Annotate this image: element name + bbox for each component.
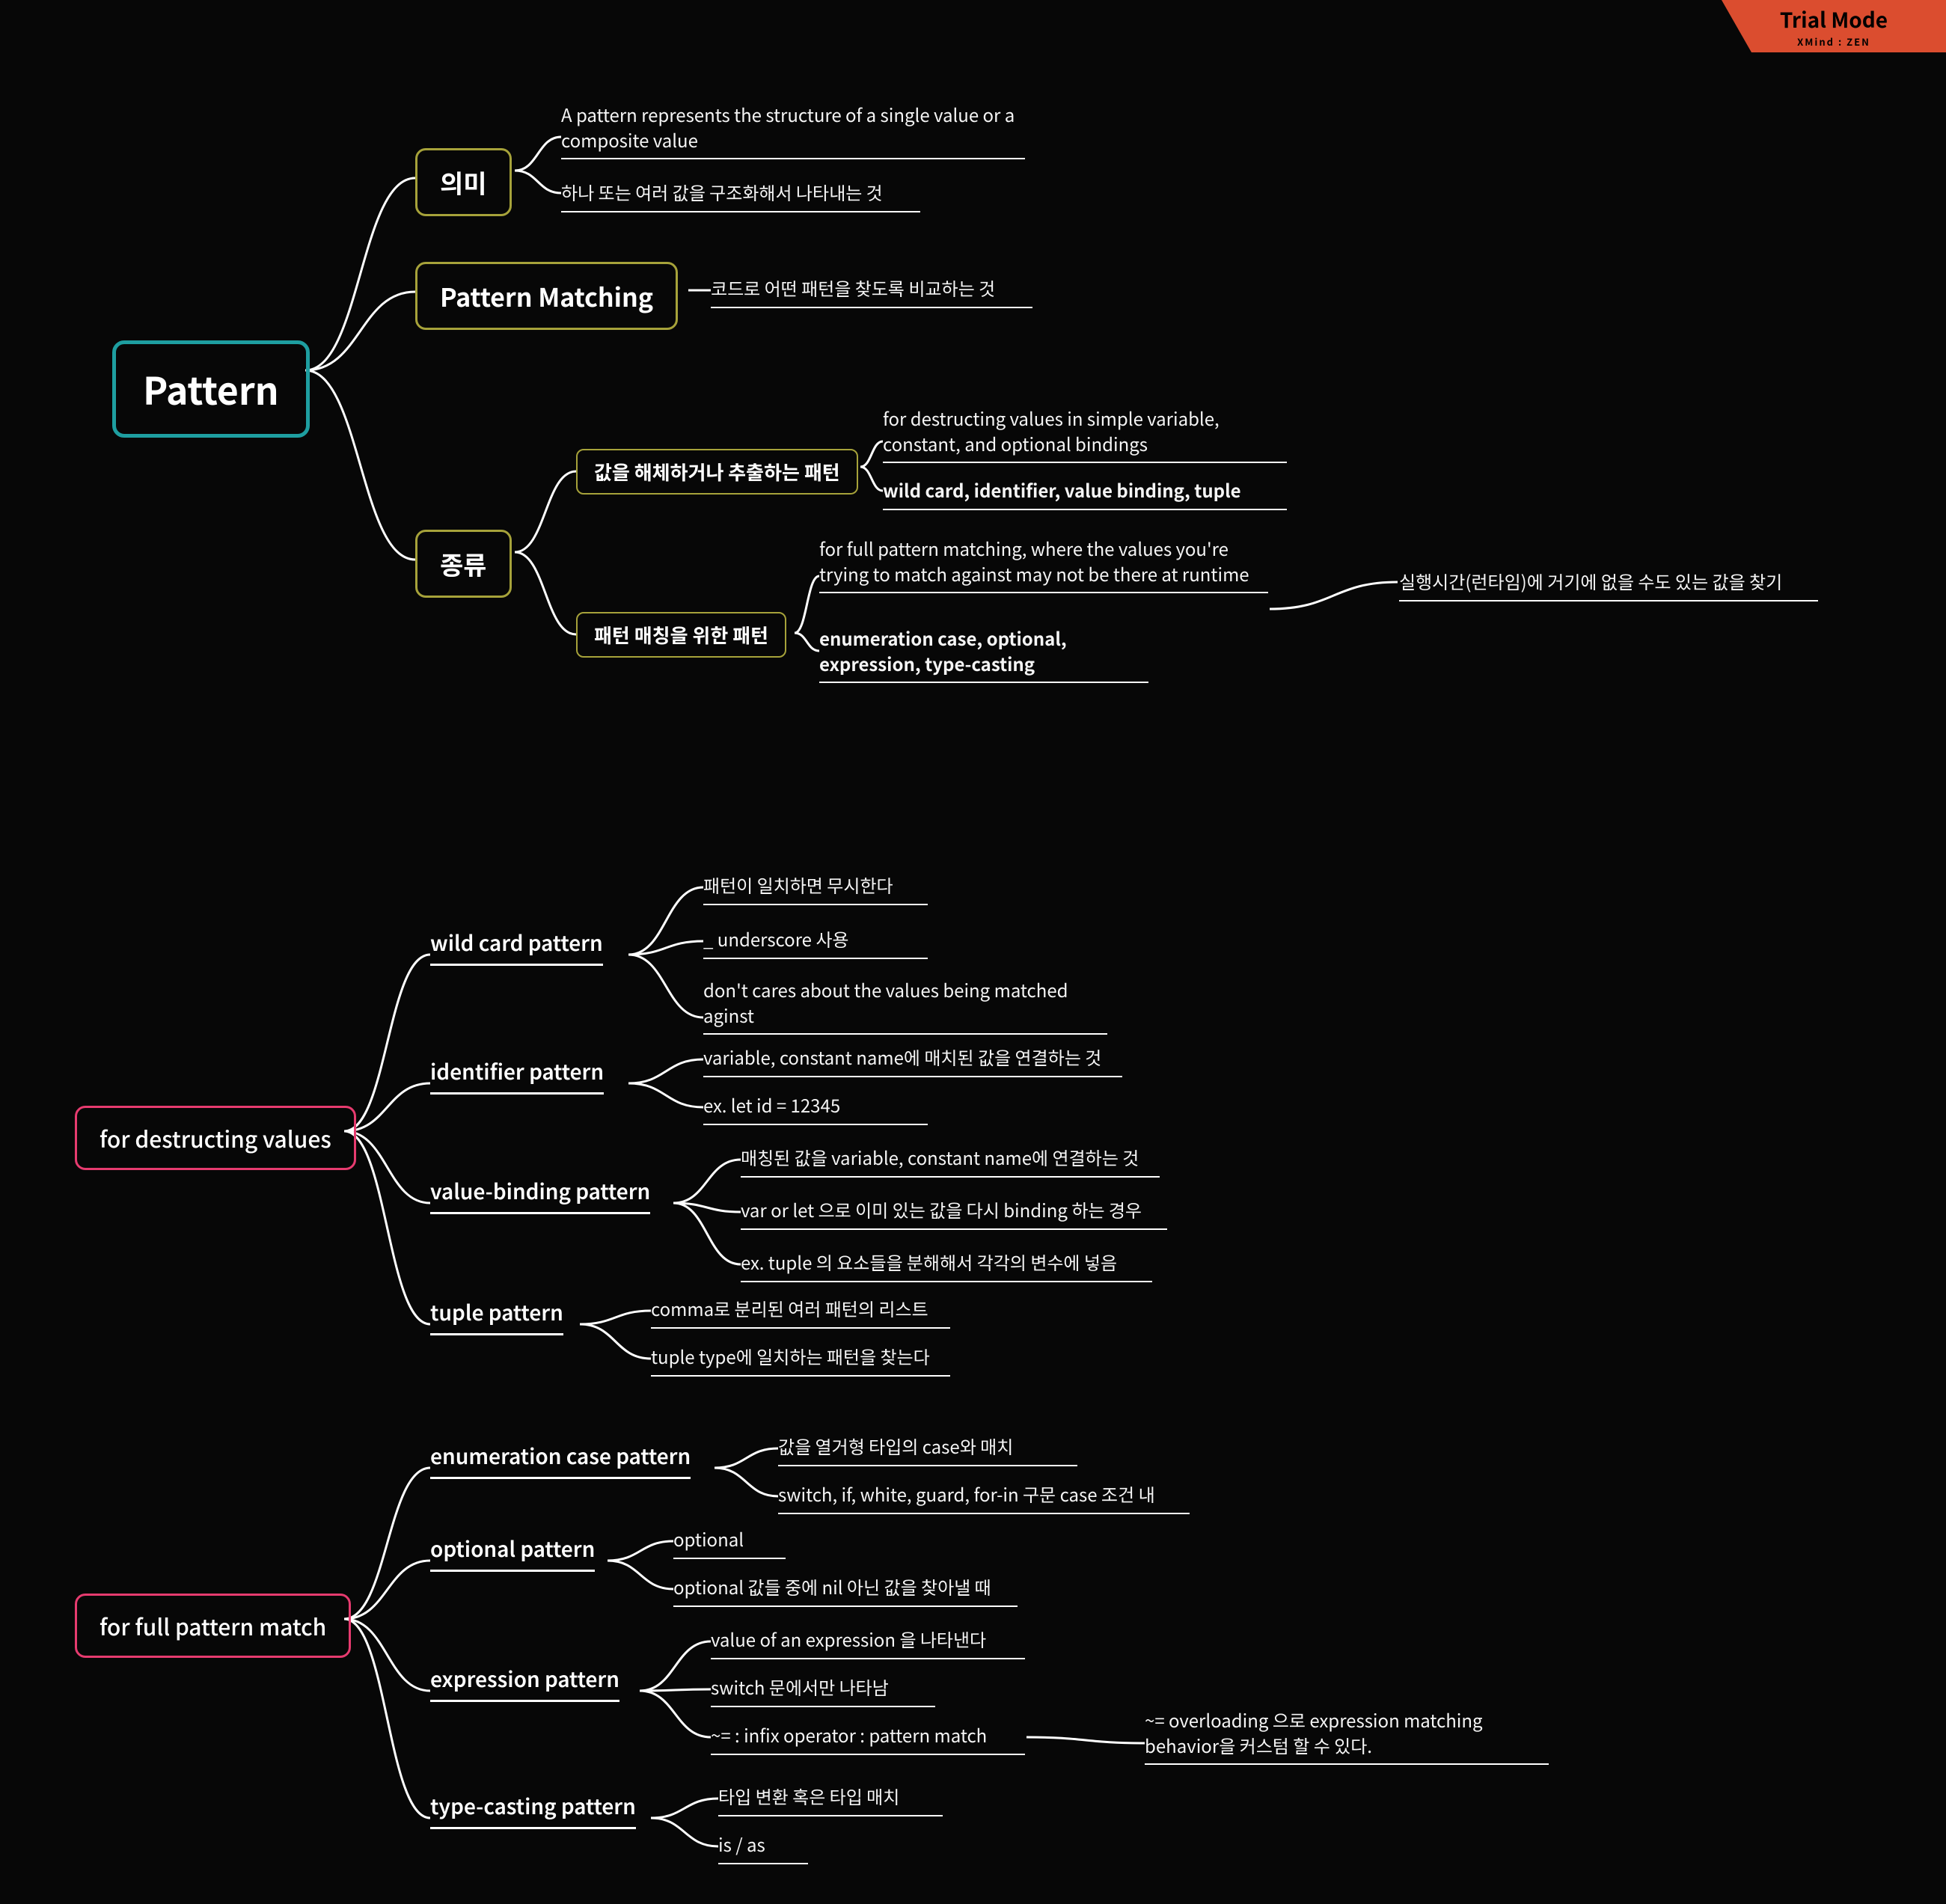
branch-opt[interactable]: optional pattern [430, 1531, 595, 1572]
connector [1026, 1737, 1145, 1743]
connector [344, 1083, 430, 1131]
connector [651, 1799, 718, 1818]
leaf-pm-0: 코드로 어떤 패턴을 찾도록 비교하는 것 [711, 271, 1032, 308]
node-k1[interactable]: 값을 해체하거나 추출하는 패턴 [576, 449, 858, 495]
connector [628, 941, 703, 955]
leaf-ecp-0: 값을 열거형 타입의 case와 매치 [778, 1429, 1077, 1466]
leaf-wc-1: _ underscore 사용 [703, 922, 928, 959]
leaf-tup-1: tuple type에 일치하는 패턴을 찾는다 [651, 1339, 950, 1377]
connector [715, 1468, 778, 1496]
connector [795, 633, 819, 651]
branch-tcp[interactable]: type-casting pattern [430, 1788, 636, 1829]
leaf-vbp-2: ex. tuple 의 요소들을 분해해서 각각의 변수에 넣음 [741, 1245, 1152, 1282]
leaf-opt-0: optional [673, 1522, 786, 1559]
connector [515, 471, 576, 552]
leaf-exp_extra-0: ~= overloading 으로 expression matching be… [1145, 1703, 1549, 1765]
connector [344, 1131, 430, 1324]
connector [1270, 582, 1398, 609]
connector [344, 1619, 430, 1818]
connector [344, 1619, 430, 1691]
connector [628, 1083, 703, 1107]
leaf-wc-0: 패턴이 일치하면 무시한다 [703, 868, 928, 905]
connector [628, 1059, 703, 1083]
branch-vbp[interactable]: value-binding pattern [430, 1173, 650, 1214]
mindmap-canvas: Trial Mode XMind : ZEN Pattern 의미 Pattern… [0, 0, 1946, 1904]
branch-wc[interactable]: wild card pattern [430, 925, 603, 966]
connector [640, 1689, 711, 1691]
connector [673, 1203, 741, 1264]
branch-exp[interactable]: expression pattern [430, 1661, 619, 1702]
leaf-tcp-1: is / as [718, 1827, 808, 1864]
connector [305, 370, 415, 560]
connector [344, 1561, 430, 1619]
leaf-vbp-0: 매칭된 값을 variable, constant name에 연결하는 것 [741, 1140, 1160, 1178]
leaf-tup-0: comma로 분리된 여러 패턴의 리스트 [651, 1291, 950, 1329]
leaf-meaning-1: 하나 또는 여러 값을 구조화해서 나타내는 것 [561, 175, 920, 212]
connector [580, 1324, 651, 1359]
connector [628, 955, 703, 1017]
connector [640, 1691, 711, 1737]
connector [344, 955, 430, 1131]
connector [515, 171, 561, 193]
connector [673, 1203, 741, 1212]
leaf-exp-0: value of an expression 을 나타낸다 [711, 1622, 1025, 1659]
branch-tup[interactable]: tuple pattern [430, 1294, 563, 1335]
leaf-opt-1: optional 값들 중에 nil 아닌 값을 찾아낼 때 [673, 1570, 1018, 1607]
root-node-pattern[interactable]: Pattern [112, 340, 310, 438]
connector [305, 178, 415, 370]
leaf-k2-0: for full pattern matching, where the val… [819, 531, 1268, 593]
leaf-k2-1: enumeration case, optional, expression, … [819, 621, 1148, 683]
leaf-idp-1: ex. let id = 12345 [703, 1088, 928, 1125]
node-kinds[interactable]: 종류 [415, 530, 512, 598]
connector [608, 1561, 673, 1589]
connector [344, 1468, 430, 1619]
leaf-vbp-1: var or let 으로 이미 있는 값을 다시 binding 하는 경우 [741, 1193, 1167, 1230]
leaf-idp-0: variable, constant name에 매치된 값을 연결하는 것 [703, 1040, 1122, 1077]
connector [651, 1818, 718, 1846]
node-pm[interactable]: Pattern Matching [415, 262, 678, 330]
node-fullmatch[interactable]: for full pattern match [75, 1594, 351, 1658]
connector [673, 1160, 741, 1203]
node-k2[interactable]: 패턴 매칭을 위한 패턴 [576, 612, 786, 658]
connector [715, 1448, 778, 1468]
badge-title: Trial Mode [1780, 4, 1888, 34]
connector [795, 576, 819, 633]
leaf-exp-1: switch 문에서만 나타남 [711, 1670, 935, 1707]
branch-ecp[interactable]: enumeration case pattern [430, 1438, 691, 1479]
branch-idp[interactable]: identifier pattern [430, 1053, 604, 1095]
leaf-wc-2: don't cares about the values being match… [703, 973, 1107, 1035]
connector [515, 552, 576, 634]
leaf-k1-1: wild card, identifier, value binding, tu… [883, 473, 1287, 510]
node-destruct[interactable]: for destructing values [75, 1106, 356, 1170]
leaf-meaning-0: A pattern represents the structure of a … [561, 97, 1025, 159]
leaf-k1-0: for destructing values in simple variabl… [883, 401, 1287, 463]
leaf-k2_extra-0: 실행시간(런타임)에 거기에 없을 수도 있는 값을 찾기 [1399, 564, 1818, 601]
connector [305, 292, 415, 370]
leaf-exp-2: ~= : infix operator : pattern match [711, 1718, 1025, 1755]
connector [580, 1311, 651, 1324]
connector [344, 1131, 430, 1203]
trial-mode-badge: Trial Mode XMind : ZEN [1722, 0, 1946, 52]
connector [515, 137, 561, 171]
badge-text: Trial Mode XMind : ZEN [1780, 4, 1888, 49]
badge-subtitle: XMind : ZEN [1780, 34, 1888, 49]
leaf-tcp-0: 타입 변환 혹은 타입 매치 [718, 1779, 943, 1816]
connector [860, 441, 883, 467]
connector [608, 1541, 673, 1561]
connector [860, 467, 883, 491]
node-meaning[interactable]: 의미 [415, 148, 512, 216]
connector [640, 1641, 711, 1691]
connector [628, 887, 703, 955]
leaf-ecp-1: switch, if, white, guard, for-in 구문 case… [778, 1477, 1190, 1514]
